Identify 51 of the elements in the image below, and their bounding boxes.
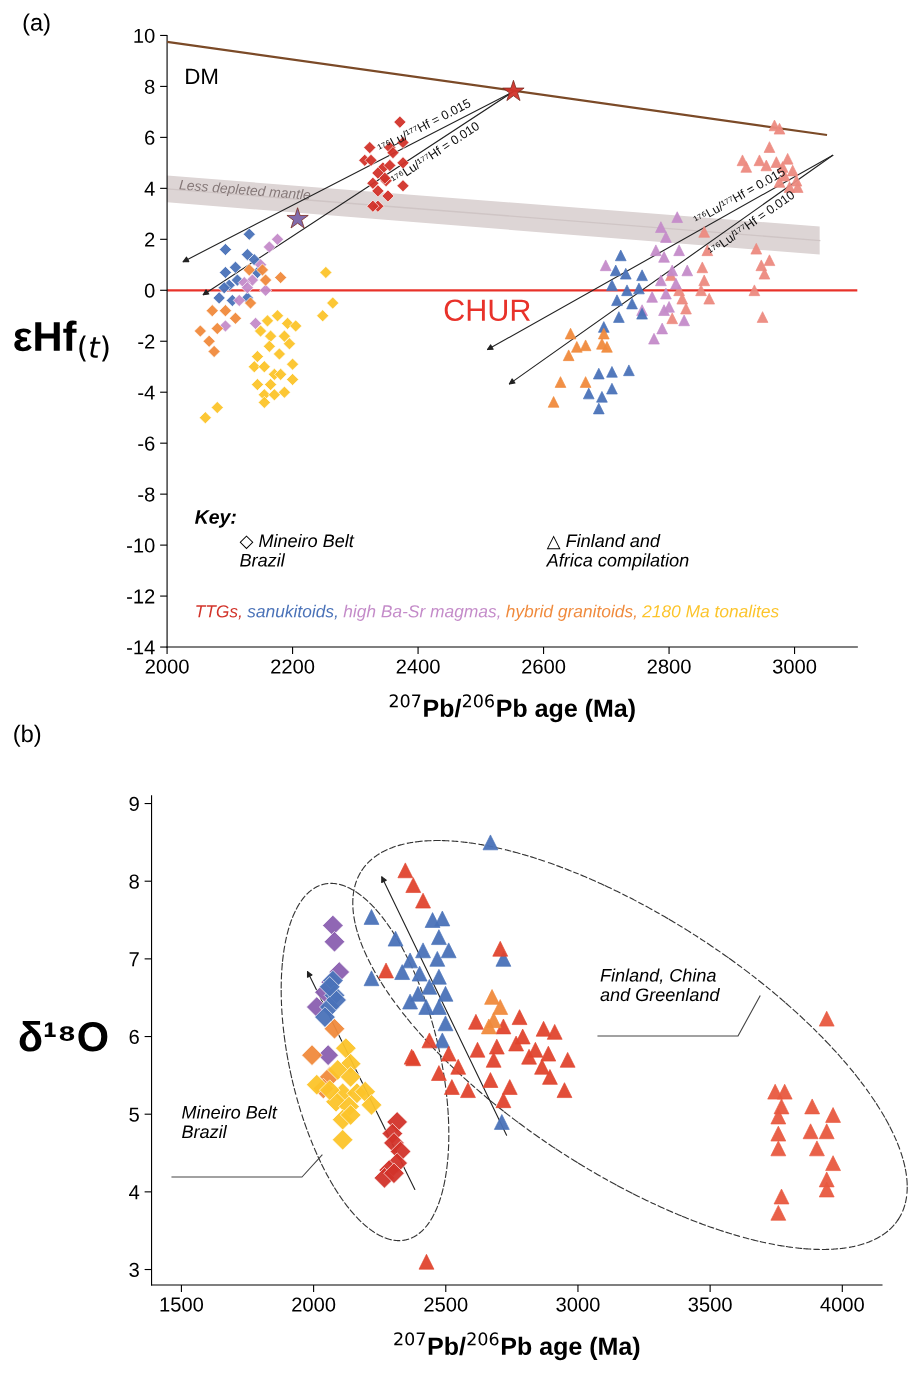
y-tick-label: -2 [138,334,155,349]
x-tick-label: 2000 [292,1297,336,1312]
chart-title: (b) [14,724,41,747]
x-tick-label: 2000 [145,659,189,674]
text: 2180 Ma tonalites [642,604,779,618]
y-axis-title: δ¹⁸O [19,1020,108,1052]
y-tick-label: 8 [129,874,139,889]
x-axis-title: $^{207}$Pb/$^{206}$Pb age (Ma) [394,1332,640,1361]
y-tick-label: 6 [145,130,155,145]
x-tick-label: 2400 [396,659,440,674]
x-tick-label: 2800 [647,659,691,674]
y-tick-label: 10 [134,28,155,43]
y-tick-label: 4 [129,1185,140,1200]
y-tick-label: 4 [144,181,155,196]
y-tick-label: 6 [129,1029,139,1045]
chart-title: (a) [23,13,50,36]
x-tick-label: 3000 [556,1297,600,1312]
x-axis-title: $^{207}$Pb/$^{206}$Pb age (Ma) [389,694,635,723]
text: TTGs, [196,605,241,620]
ref-line-label: CHUR [444,299,531,322]
series-label: Less depleted mantle [178,179,311,203]
y-tick-label: 7 [129,952,139,967]
annotation: DM [186,68,218,84]
x-tick-label: 1500 [160,1297,204,1312]
y-tick-label: 0 [144,283,155,298]
y-tick-label: -8 [138,487,155,502]
annotation: Mineiro Belt Brazil [182,1105,278,1139]
annotation: △ Finland and Africa compilation [545,533,689,571]
y-tick-label: -10 [127,538,155,553]
y-tick-label: 3 [129,1262,139,1278]
annotation: Key: [195,510,236,528]
x-tick-label: 4000 [820,1297,864,1312]
x-tick-label: 3000 [772,659,817,674]
annotation: ◇ Mineiro Belt Brazil [239,533,355,567]
text: hybrid granitoids, [506,604,636,621]
x-tick-label: 2200 [271,659,315,674]
x-tick-label: 2500 [424,1297,468,1312]
y-tick-label: 9 [129,796,139,812]
y-tick-label: -14 [127,640,155,655]
y-tick-label: -12 [127,589,155,604]
annotation: Finland, China and Greenland [600,968,720,1002]
x-tick-label: 3500 [688,1297,732,1312]
x-tick-label: 2600 [522,659,566,674]
y-axis-title: εHf$_{(t)}$ [14,320,109,362]
text: sanukitoids, [247,604,337,620]
text: high Ba-Sr magmas, [343,604,500,621]
y-tick-label: 5 [129,1107,139,1122]
y-tick-label: 2 [145,232,155,247]
y-tick-label: -6 [138,436,155,451]
y-tick-label: 8 [144,79,155,94]
y-tick-label: -4 [138,385,155,400]
